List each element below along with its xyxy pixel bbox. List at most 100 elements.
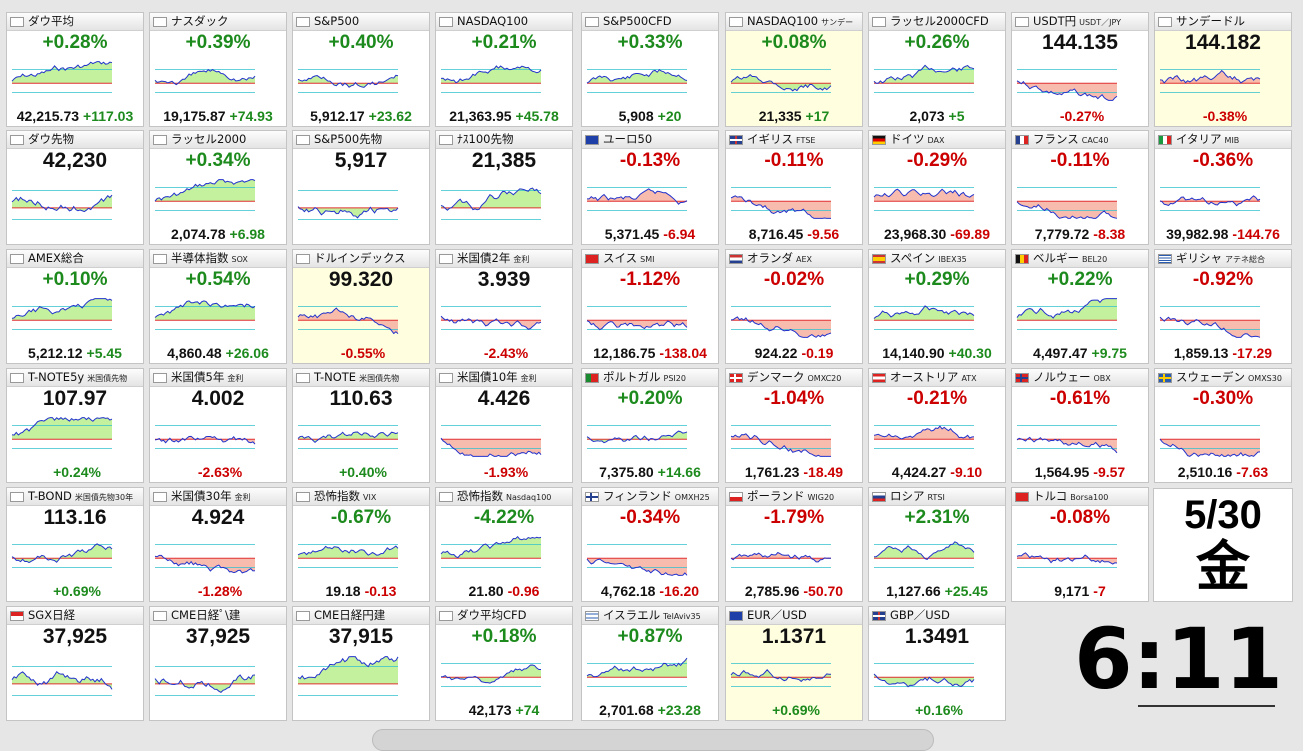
tile-price: 37,915: [328, 625, 394, 648]
market-tile[interactable]: GBP／USD 1.3491 +0.16%: [868, 606, 1006, 721]
market-tile[interactable]: ノルウェー OBX -0.61% 1,564.95 -9.57: [1011, 368, 1149, 483]
tile-footer: +0.16%: [869, 702, 1005, 718]
market-tile[interactable]: ラッセル2000 +0.34% 2,074.78 +6.98: [149, 130, 287, 245]
tile-name: GBP／USD: [890, 608, 950, 623]
tile-price: 1.1371: [761, 625, 827, 648]
market-tile[interactable]: ダウ平均CFD +0.18% 42,173 +74: [435, 606, 573, 721]
market-tile[interactable]: 米国債30年 金利 4.924 -1.28%: [149, 487, 287, 602]
tile-footer-change: -144.76: [1232, 226, 1280, 242]
us-flag-icon: [10, 254, 24, 264]
tile-name-text: スペイン: [890, 251, 936, 265]
market-tile[interactable]: T-NOTE5y 米国債先物 107.97 +0.24%: [6, 368, 144, 483]
market-tile[interactable]: NASDAQ100 +0.21% 21,363.95 +45.78: [435, 12, 573, 127]
chart-price-line: [586, 558, 688, 576]
market-tile[interactable]: CME日経ﾟ\建 37,925: [149, 606, 287, 721]
market-tile[interactable]: T-NOTE 米国債先物 110.63 +0.40%: [292, 368, 430, 483]
market-tile[interactable]: ドルインデックス 99.320 -0.55%: [292, 249, 430, 364]
uk-flag-icon: [872, 611, 886, 621]
market-tile[interactable]: S&P500 +0.40% 5,912.17 +23.62: [292, 12, 430, 127]
market-tile[interactable]: 米国債10年 金利 4.426 -1.93%: [435, 368, 573, 483]
market-tile[interactable]: フランス CAC40 -0.11% 7,779.72 -8.38: [1011, 130, 1149, 245]
market-tile[interactable]: ダウ先物 42,230: [6, 130, 144, 245]
market-tile[interactable]: 米国債5年 金利 4.002 -2.63%: [149, 368, 287, 483]
market-tile[interactable]: ロシア RTSI +2.31% 1,127.66 +25.45: [868, 487, 1006, 602]
market-tile[interactable]: ポルトガル PSI20 +0.20% 7,375.80 +14.66: [581, 368, 719, 483]
market-tile[interactable]: ラッセル2000CFD +0.26% 2,073 +5: [868, 12, 1006, 127]
tile-footer-change: -9.57: [1093, 464, 1126, 480]
chart-area: [731, 74, 831, 91]
tile-name-text: S&P500CFD: [603, 14, 672, 28]
tile-header: スペイン IBEX35: [869, 250, 1005, 268]
market-tile[interactable]: 半導体指数 SOX +0.54% 4,860.48 +26.06: [149, 249, 287, 364]
market-tile[interactable]: CME日経円建 37,915: [292, 606, 430, 721]
market-tile[interactable]: USDT円 USDT／JPY 144.135 -0.27%: [1011, 12, 1149, 127]
market-tile[interactable]: S&P500CFD +0.33% 5,908 +20: [581, 12, 719, 127]
market-tile[interactable]: ﾅｽ100先物 21,385: [435, 130, 573, 245]
tile-footer-value: 4,860.48: [167, 345, 222, 361]
chart-price-line: [1159, 195, 1261, 207]
tile-name: SGX日経: [28, 608, 75, 623]
tile-footer: -1.93%: [436, 464, 572, 480]
market-tile[interactable]: 恐怖指数 VIX -0.67% 19.18 -0.13: [292, 487, 430, 602]
chart-price-line: [154, 435, 256, 445]
tile-percent-change: +0.28%: [42, 32, 108, 53]
tile-header: スウェーデン OMXS30: [1155, 369, 1291, 387]
market-tile[interactable]: トルコ Borsa100 -0.08% 9,171 -7: [1011, 487, 1149, 602]
tile-footer-value: 5,908: [618, 108, 654, 124]
market-tile[interactable]: ユーロ50 -0.13% 5,371.45 -6.94: [581, 130, 719, 245]
market-tile[interactable]: フィンランド OMXH25 -0.34% 4,762.18 -16.20: [581, 487, 719, 602]
tile-subname: 金利: [520, 374, 537, 383]
de-flag-icon: [872, 135, 886, 145]
market-tile[interactable]: SGX日経 37,925: [6, 606, 144, 721]
market-tile[interactable]: イタリア MIB -0.36% 39,982.98 -144.76: [1154, 130, 1292, 245]
market-tile[interactable]: オランダ AEX -0.02% 924.22 -0.19: [725, 249, 863, 364]
market-tile[interactable]: AMEX総合 +0.10% 5,212.12 +5.45: [6, 249, 144, 364]
tile-subname: OMXC20: [807, 374, 842, 383]
bottom-scroll-bar[interactable]: [372, 729, 934, 751]
chart-area: [441, 188, 541, 211]
tile-header: ポーランド WIG20: [726, 488, 862, 506]
chart-price-line: [154, 179, 256, 202]
market-tile[interactable]: ダウ平均 +0.28% 42,215.73 +117.03: [6, 12, 144, 127]
chart-price-line: [586, 430, 688, 444]
mini-chart: [154, 425, 256, 449]
mini-chart: [440, 425, 542, 457]
market-tile[interactable]: NASDAQ100 サンデー +0.08% 21,335 +17: [725, 12, 863, 127]
tile-name-text: EUR／USD: [747, 608, 807, 622]
market-tile[interactable]: EUR／USD 1.1371 +0.69%: [725, 606, 863, 721]
tile-footer: 7,779.72 -8.38: [1012, 226, 1148, 242]
us-flag-icon: [296, 373, 310, 383]
tile-name-text: イギリス: [747, 132, 793, 146]
market-tile[interactable]: ベルギー BEL20 +0.22% 4,497.47 +9.75: [1011, 249, 1149, 364]
market-tile[interactable]: ドイツ DAX -0.29% 23,968.30 -69.89: [868, 130, 1006, 245]
chart-area: [587, 320, 687, 330]
tile-subname: SOX: [231, 255, 248, 264]
market-tile[interactable]: オーストリア ATX -0.21% 4,424.27 -9.10: [868, 368, 1006, 483]
market-tile[interactable]: ギリシャ アテネ総合 -0.92% 1,859.13 -17.29: [1154, 249, 1292, 364]
chart-area: [298, 75, 398, 88]
market-tile[interactable]: S&P500先物 5,917: [292, 130, 430, 245]
market-tile[interactable]: スウェーデン OMXS30 -0.30% 2,510.16 -7.63: [1154, 368, 1292, 483]
be-flag-icon: [1015, 254, 1029, 264]
market-tile[interactable]: ナスダック +0.39% 19,175.87 +74.93: [149, 12, 287, 127]
tile-name-text: 恐怖指数: [314, 489, 360, 503]
market-tile[interactable]: サンデードル 144.182 -0.38%: [1154, 12, 1292, 127]
market-tile[interactable]: イスラエル TelAviv35 +0.87% 2,701.68 +23.28: [581, 606, 719, 721]
market-tile[interactable]: スペイン IBEX35 +0.29% 14,140.90 +40.30: [868, 249, 1006, 364]
tile-subname: TelAviv35: [663, 612, 701, 621]
market-tile[interactable]: イギリス FTSE -0.11% 8,716.45 -9.56: [725, 130, 863, 245]
market-tile[interactable]: 米国債2年 金利 3.939 -2.43%: [435, 249, 573, 364]
market-tile[interactable]: 恐怖指数 Nasdaq100 -4.22% 21.80 -0.96: [435, 487, 573, 602]
mini-chart: [873, 64, 975, 93]
market-tile[interactable]: デンマーク OMXC20 -1.04% 1,761.23 -18.49: [725, 368, 863, 483]
market-tile[interactable]: T-BOND 米国債先物30年 113.16 +0.69%: [6, 487, 144, 602]
market-tile[interactable]: スイス SMI -1.12% 12,186.75 -138.04: [581, 249, 719, 364]
mini-chart: [1016, 298, 1117, 330]
tile-header: S&P500: [293, 13, 429, 31]
market-tile[interactable]: ポーランド WIG20 -1.79% 2,785.96 -50.70: [725, 487, 863, 602]
tile-name: フィンランド OMXH25: [603, 489, 710, 505]
tile-footer: 21.80 -0.96: [436, 583, 572, 599]
tile-percent-change: -0.92%: [1192, 269, 1254, 290]
chart-area: [587, 658, 687, 678]
tile-name: ドイツ DAX: [890, 132, 944, 148]
